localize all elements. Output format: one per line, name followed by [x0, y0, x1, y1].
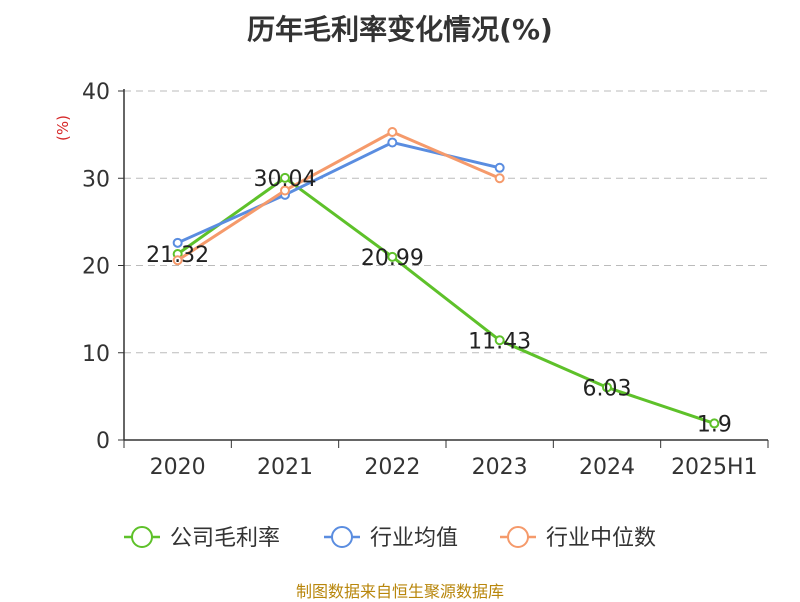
data-label: 11.43	[468, 329, 531, 354]
x-tick-label: 2025H1	[671, 455, 758, 480]
x-tick-label: 2023	[472, 455, 528, 480]
series-line	[176, 130, 501, 262]
data-point	[172, 255, 183, 266]
data-label: 21.32	[146, 243, 209, 268]
data-point	[280, 172, 290, 183]
x-tick-label: 2024	[579, 455, 635, 480]
legend-marker	[507, 526, 529, 548]
x-tick-label: 2022	[364, 455, 420, 480]
data-point	[494, 173, 505, 184]
y-axis-label: (%)	[54, 115, 72, 141]
data-point	[387, 251, 398, 262]
data-label: 20.99	[361, 246, 424, 271]
data-label: 1.9	[697, 412, 732, 437]
data-point	[494, 335, 505, 346]
x-tick-label: 2020	[150, 455, 206, 480]
data-label: 30.04	[254, 167, 317, 192]
source-note: 制图数据来自恒生聚源数据库	[295, 582, 504, 601]
y-tick-label: 0	[96, 429, 110, 454]
data-label: 6.03	[583, 376, 632, 401]
y-tick-label: 10	[82, 342, 110, 367]
x-tick-label: 2021	[257, 455, 313, 480]
legend-label: 公司毛利率	[170, 526, 280, 551]
data-point	[602, 382, 612, 393]
data-point	[387, 137, 398, 148]
y-tick-label: 30	[82, 167, 110, 192]
legend-marker	[331, 526, 353, 548]
data-point	[709, 418, 720, 429]
y-tick-label: 20	[82, 255, 110, 280]
legend-marker	[131, 526, 153, 548]
data-point	[387, 127, 398, 138]
legend-label: 行业均值	[370, 526, 458, 551]
data-point	[280, 185, 290, 196]
data-point	[172, 237, 183, 248]
y-tick-label: 40	[82, 80, 110, 105]
data-point	[494, 162, 505, 173]
legend-label: 行业中位数	[546, 526, 656, 551]
chart-title: 历年毛利率变化情况(%)	[247, 13, 553, 46]
series-line	[176, 176, 715, 425]
